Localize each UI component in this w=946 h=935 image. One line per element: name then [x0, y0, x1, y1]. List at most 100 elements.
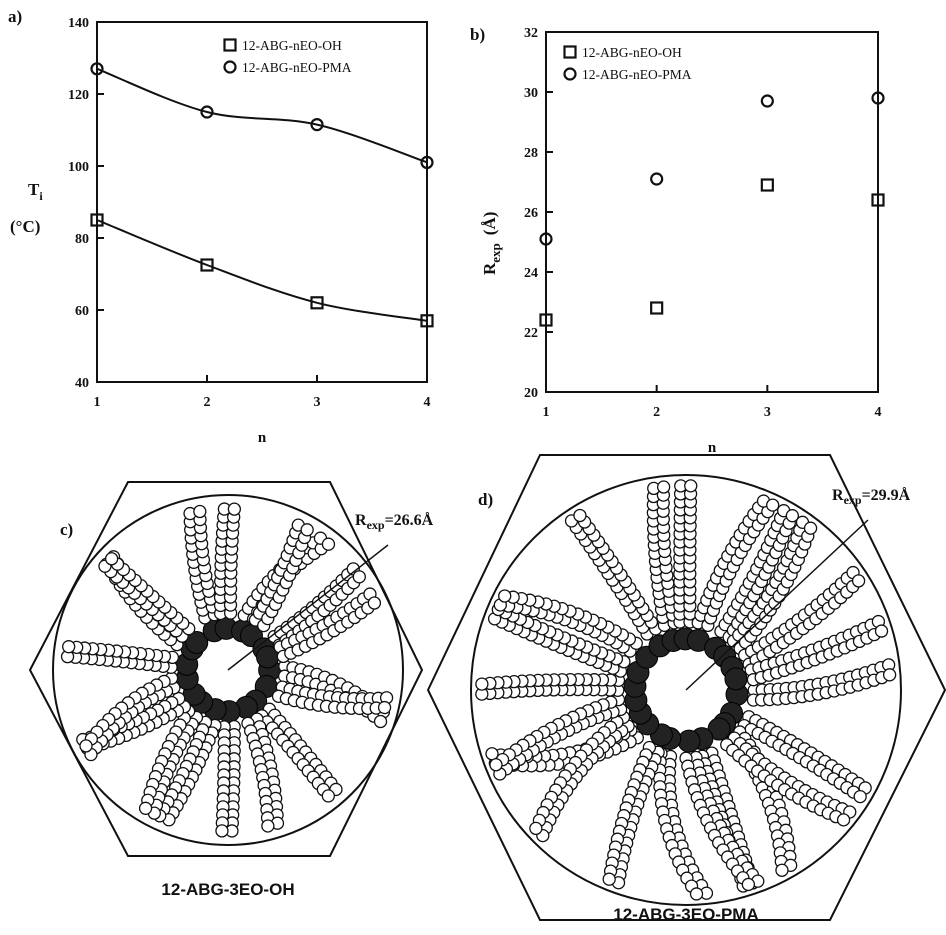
radius-label: Rexp=26.6Å [355, 511, 434, 532]
atom [215, 824, 229, 838]
y-tick-label: 140 [68, 16, 89, 31]
data-point [310, 117, 324, 132]
atom [684, 479, 698, 493]
radius-line [227, 544, 389, 671]
diagram-caption: 12-ABG-3EO-PMA [613, 905, 758, 924]
y-tick-label: 32 [524, 26, 538, 41]
atom [851, 574, 866, 588]
atom [373, 714, 388, 729]
x-tick-label: 4 [424, 395, 431, 410]
micelle-boundary [52, 494, 404, 846]
x-tick-label: 2 [204, 395, 211, 410]
atom [689, 887, 704, 901]
data-point [760, 94, 774, 108]
atom [352, 570, 366, 584]
data-point [760, 178, 774, 192]
y-tick-label: 20 [524, 386, 538, 401]
atom [602, 872, 616, 886]
legend-marker [223, 60, 237, 74]
atom [882, 668, 897, 682]
atom [367, 596, 382, 610]
atom [227, 502, 242, 516]
atom [803, 521, 818, 535]
fit-curve [96, 219, 428, 322]
atom [104, 552, 119, 566]
atom [321, 537, 336, 551]
data-point [650, 301, 664, 315]
y-tick-label: 80 [75, 232, 89, 247]
y-tick-label: 30 [524, 86, 538, 101]
fit-curve [96, 67, 428, 164]
data-point [90, 213, 104, 227]
radius-line [685, 519, 869, 691]
x-tick-label: 2 [653, 405, 660, 420]
headgroup [677, 729, 701, 753]
y-tick-label: 40 [75, 376, 89, 391]
plot-frame [545, 31, 879, 393]
legend-label: 12-ABG-nEO-OH [242, 38, 342, 53]
atom [741, 877, 756, 892]
x-tick-label: 4 [875, 405, 882, 420]
x-tick-label: 1 [543, 405, 550, 420]
headgroup [185, 630, 209, 654]
y-tick-label: 28 [524, 146, 538, 161]
legend-marker [563, 67, 577, 81]
data-point [871, 193, 885, 207]
diagram-art [28, 454, 946, 921]
atom [62, 640, 76, 654]
y-tick-label: 22 [524, 326, 538, 341]
radius-label: Rexp=29.9Å [832, 486, 911, 507]
panel-label: b) [470, 25, 485, 44]
x-tick-label: 3 [764, 405, 771, 420]
x-axis-label: n [258, 430, 267, 446]
y-tick-label: 120 [68, 88, 89, 103]
data-point [420, 155, 434, 169]
y-tick-label: 26 [524, 206, 538, 221]
atom [138, 801, 153, 815]
y-axis-label: Rexp(Å) [480, 212, 503, 275]
hexagon [426, 454, 946, 921]
legend-marker [563, 45, 577, 59]
y-tick-label: 100 [68, 160, 89, 175]
atom [193, 504, 207, 519]
legend-marker [223, 38, 237, 52]
atom [489, 758, 503, 772]
atom [766, 498, 780, 512]
atom [79, 739, 93, 753]
plot-frame [96, 21, 428, 383]
hexagon [28, 481, 424, 857]
y-axis-label: Ti [28, 180, 43, 203]
atom [836, 813, 851, 827]
atom [377, 700, 392, 715]
panel-label: c) [60, 520, 73, 539]
headgroup [724, 667, 748, 691]
data-point [420, 314, 434, 328]
legend-label: 12-ABG-nEO-PMA [242, 60, 352, 75]
atom [321, 789, 335, 803]
atom [261, 819, 275, 833]
atom [498, 589, 512, 603]
panel-label: d) [478, 490, 493, 509]
y-tick-label: 60 [75, 304, 89, 319]
atom [853, 789, 867, 804]
atom [573, 508, 587, 523]
atom [529, 821, 543, 836]
atom [785, 509, 800, 523]
data-point [650, 172, 664, 186]
data-point [200, 105, 214, 119]
atom [874, 624, 889, 638]
x-tick-label: 1 [94, 395, 101, 410]
diagram-caption: 12-ABG-3EO-OH [161, 880, 294, 899]
y-axis-unit: (°C) [10, 217, 40, 236]
data-point [200, 258, 214, 272]
micelle-boundary [470, 474, 902, 906]
data-point [539, 232, 553, 246]
panel-label: a) [8, 7, 22, 26]
legend-label: 12-ABG-nEO-PMA [582, 67, 692, 82]
data-point [539, 313, 553, 327]
atom [300, 523, 314, 537]
data-point [310, 296, 324, 310]
x-tick-label: 3 [314, 395, 321, 410]
data-point [90, 62, 104, 76]
